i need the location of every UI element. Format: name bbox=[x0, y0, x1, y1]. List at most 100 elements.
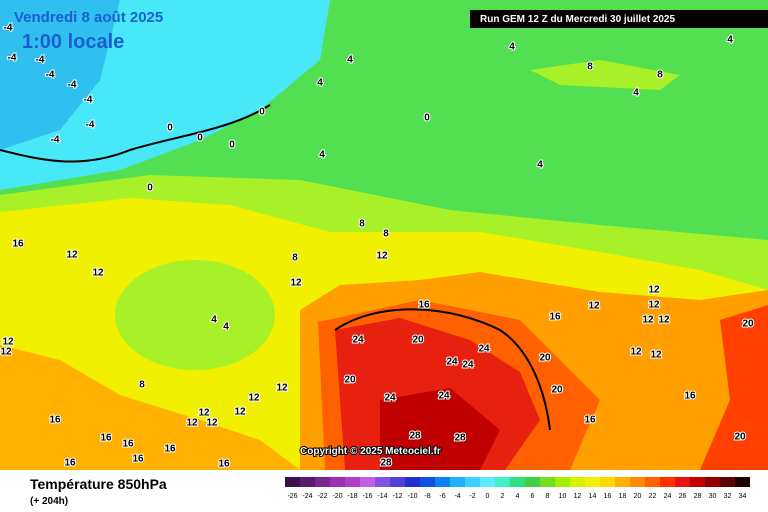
legend-title: Température 850hPa bbox=[30, 476, 167, 492]
contour-label: 28 bbox=[409, 431, 421, 442]
contour-label: -4 bbox=[51, 135, 60, 146]
contour-label: 4 bbox=[633, 88, 639, 99]
contour-label: 16 bbox=[132, 454, 144, 465]
scale-swatch bbox=[720, 477, 735, 487]
contour-label: 4 bbox=[319, 150, 325, 161]
contour-label: 20 bbox=[551, 385, 563, 396]
contour-label: 24 bbox=[352, 335, 364, 346]
hotter-area bbox=[700, 305, 768, 470]
scale-label: -2 bbox=[469, 493, 475, 500]
scale-label: 32 bbox=[724, 493, 732, 500]
contour-label: 12 bbox=[234, 407, 246, 418]
scale-label: 12 bbox=[574, 493, 582, 500]
contour-label: 8 bbox=[139, 380, 145, 391]
scale-swatch bbox=[345, 477, 360, 487]
contour-label: 20 bbox=[412, 335, 424, 346]
scale-swatch bbox=[585, 477, 600, 487]
scale-swatch bbox=[540, 477, 555, 487]
scale-swatch bbox=[375, 477, 390, 487]
mild-blob bbox=[115, 260, 275, 370]
contour-label: 12 bbox=[658, 315, 670, 326]
contour-label: 24 bbox=[384, 393, 396, 404]
scale-label: 18 bbox=[619, 493, 627, 500]
contour-label: 28 bbox=[380, 458, 392, 469]
scale-label: 28 bbox=[694, 493, 702, 500]
contour-label: 4 bbox=[537, 160, 543, 171]
scale-swatch bbox=[555, 477, 570, 487]
scale-label: -8 bbox=[424, 493, 430, 500]
contour-label: -4 bbox=[8, 53, 17, 64]
scale-swatch bbox=[495, 477, 510, 487]
contour-label: 24 bbox=[462, 360, 474, 371]
contour-label: 12 bbox=[642, 315, 654, 326]
contour-label: 20 bbox=[742, 319, 754, 330]
contour-label: 24 bbox=[478, 344, 490, 355]
scale-label: -12 bbox=[392, 493, 402, 500]
scale-swatch bbox=[660, 477, 675, 487]
contour-label: 16 bbox=[12, 239, 24, 250]
contour-label: 8 bbox=[359, 219, 365, 230]
scale-swatch bbox=[570, 477, 585, 487]
contour-label: 12 bbox=[376, 251, 388, 262]
scale-swatch bbox=[675, 477, 690, 487]
contour-label: 4 bbox=[509, 42, 515, 53]
scale-swatch bbox=[510, 477, 525, 487]
scale-label: -14 bbox=[377, 493, 387, 500]
contour-label: 4 bbox=[223, 322, 229, 333]
contour-label: -4 bbox=[86, 120, 95, 131]
contour-label: 0 bbox=[229, 140, 235, 151]
contour-label: 0 bbox=[167, 123, 173, 134]
contour-label: 12 bbox=[588, 301, 600, 312]
contour-label: 12 bbox=[648, 285, 660, 296]
contour-label: 0 bbox=[147, 183, 153, 194]
scale-label: 20 bbox=[634, 493, 642, 500]
contour-label: 8 bbox=[383, 229, 389, 240]
contour-line bbox=[0, 104, 271, 163]
valid-date: Vendredi 8 août 2025 bbox=[14, 9, 163, 26]
contour-labels: -4-4 -4-4-4-4-4-4000004448844044161212128… bbox=[0, 22, 755, 471]
contour-label: 20 bbox=[539, 353, 551, 364]
scale-label: -10 bbox=[407, 493, 417, 500]
contour-label: 12 bbox=[0, 347, 12, 358]
colder-area bbox=[0, 0, 120, 150]
scale-label: 4 bbox=[516, 493, 520, 500]
scale-label: -20 bbox=[332, 493, 342, 500]
scale-label: 16 bbox=[604, 493, 612, 500]
contour-label: -4 bbox=[4, 23, 13, 34]
map: -4-4 -4-4-4-4-4-4000004448844044161212128… bbox=[0, 0, 768, 471]
contour-label: 28 bbox=[454, 433, 466, 444]
contour-label: 12 bbox=[290, 278, 302, 289]
run-info: Run GEM 12 Z du Mercredi 30 juillet 2025 bbox=[480, 14, 675, 25]
scale-swatch bbox=[360, 477, 375, 487]
scale-swatch bbox=[630, 477, 645, 487]
scale-label: -18 bbox=[347, 493, 357, 500]
copyright: Copyright © 2025 Meteociel.fr bbox=[300, 446, 441, 457]
contour-label: 4 bbox=[317, 78, 323, 89]
contour-label: 12 bbox=[66, 250, 78, 261]
contour-label: 20 bbox=[344, 375, 356, 386]
contour-label: 16 bbox=[684, 391, 696, 402]
contour-label: 16 bbox=[164, 444, 176, 455]
contour-label: -4 bbox=[68, 80, 77, 91]
contour-label: 0 bbox=[424, 113, 430, 124]
scale-label: -22 bbox=[317, 493, 327, 500]
contour-label: 16 bbox=[64, 458, 76, 469]
contour-label: -4 bbox=[36, 55, 45, 66]
scale-swatch bbox=[465, 477, 480, 487]
scale-label: 22 bbox=[649, 493, 657, 500]
contour-label: 12 bbox=[206, 418, 218, 429]
scale-swatch bbox=[705, 477, 720, 487]
scale-swatch bbox=[600, 477, 615, 487]
scale-swatch bbox=[435, 477, 450, 487]
scale-label: 26 bbox=[679, 493, 687, 500]
contour-label: 0 bbox=[259, 107, 265, 118]
contour-label: 4 bbox=[211, 315, 217, 326]
scale-swatch bbox=[735, 477, 750, 487]
contour-label: 12 bbox=[276, 383, 288, 394]
contour-label: 4 bbox=[727, 35, 733, 46]
contour-label: 8 bbox=[587, 62, 593, 73]
contour-label: -4 bbox=[84, 95, 93, 106]
scale-swatch bbox=[525, 477, 540, 487]
color-scale: -26 -24 -22 -20 -18 -16 -14 -12 -10 -8 -6 -4 -2 0 2 4 6 8… bbox=[285, 477, 750, 500]
